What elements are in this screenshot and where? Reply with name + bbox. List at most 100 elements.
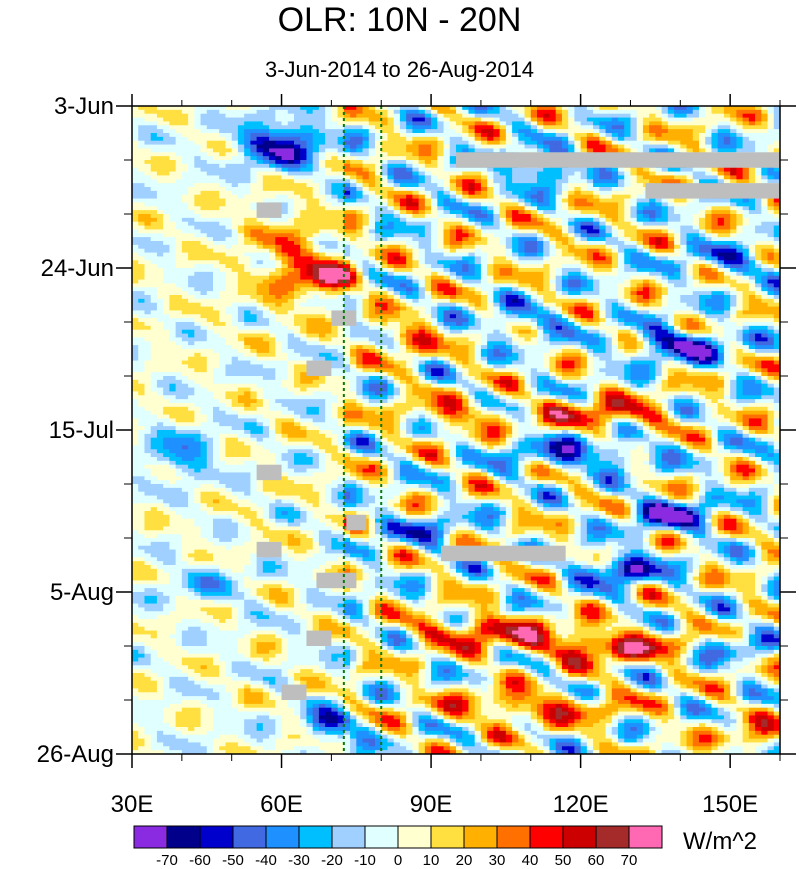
field-cell [188, 283, 195, 288]
field-cell [150, 221, 158, 227]
field-cell [188, 140, 195, 146]
field-cell [132, 202, 139, 207]
field-cell [206, 152, 214, 157]
field-cell [605, 233, 613, 238]
field-cell [630, 210, 638, 215]
field-cell [711, 148, 719, 153]
field-cell [480, 233, 488, 238]
field-cell [250, 148, 258, 153]
field-cell [406, 109, 413, 115]
field-cell [480, 241, 488, 246]
field-cell [717, 256, 725, 261]
field-cell [387, 237, 395, 242]
field-cell [748, 117, 756, 123]
field-cell [655, 221, 663, 227]
field-cell [237, 268, 245, 273]
field-cell [655, 256, 663, 261]
field-cell [711, 256, 719, 261]
field-cell [356, 148, 364, 153]
field-cell [300, 148, 308, 153]
field-cell [630, 144, 638, 150]
field-cell [624, 175, 632, 180]
field-cell [518, 117, 526, 123]
field-cell [244, 125, 251, 130]
field-cell [306, 260, 314, 265]
field-cell [518, 248, 526, 254]
field-cell [574, 125, 582, 130]
field-cell [611, 287, 619, 292]
field-cell [356, 229, 364, 234]
field-cell [219, 248, 227, 254]
field-cell [418, 113, 426, 119]
field-cell [300, 206, 308, 211]
field-cell [649, 106, 656, 111]
field-cell [337, 256, 345, 261]
field-cell [530, 167, 538, 173]
field-cell [717, 241, 725, 246]
field-cell [655, 268, 663, 273]
field-cell [736, 279, 744, 285]
field-cell [244, 175, 251, 180]
field-cell [406, 198, 413, 204]
field-cell [318, 221, 326, 227]
field-cell [175, 136, 183, 142]
field-cell [431, 256, 438, 261]
field-cell [599, 202, 607, 207]
field-cell [692, 202, 700, 207]
field-cell [294, 271, 301, 277]
field-cell [225, 229, 233, 234]
field-cell [530, 144, 538, 150]
field-cell [549, 210, 557, 215]
field-cell [456, 252, 463, 258]
field-cell [250, 190, 258, 196]
field-cell [406, 287, 413, 292]
field-cell [462, 136, 470, 142]
field-cell [605, 202, 613, 207]
field-cell [530, 190, 538, 196]
field-cell [580, 206, 588, 211]
field-cell [138, 148, 146, 153]
field-cell [456, 217, 463, 223]
field-cell [312, 198, 320, 204]
field-cell [586, 244, 594, 250]
field-cell [549, 202, 557, 207]
field-cell [375, 206, 382, 211]
field-cell [655, 271, 663, 277]
field-cell [156, 271, 164, 277]
field-cell [418, 206, 426, 211]
field-cell [387, 248, 395, 254]
field-cell [318, 117, 326, 123]
field-cell [287, 248, 295, 254]
field-cell [431, 252, 438, 258]
field-cell [231, 190, 239, 196]
field-cell [755, 179, 762, 184]
field-cell [593, 183, 600, 188]
field-cell [387, 283, 395, 288]
field-cell [686, 198, 694, 204]
field-cell [244, 264, 251, 269]
field-cell [237, 287, 245, 292]
field-cell [537, 117, 544, 123]
field-cell [723, 275, 731, 281]
field-cell [767, 109, 775, 115]
field-cell [138, 117, 146, 123]
field-cell [275, 264, 283, 269]
field-cell [593, 202, 600, 207]
field-cell [138, 133, 146, 138]
field-cell [699, 268, 706, 273]
field-cell [387, 179, 395, 184]
field-cell [381, 198, 389, 204]
field-cell [412, 225, 420, 231]
field-cell [474, 167, 482, 173]
field-cell [356, 129, 364, 134]
field-cell [200, 156, 208, 161]
field-cell [318, 183, 326, 188]
field-cell [530, 229, 538, 234]
field-cell [250, 144, 258, 150]
field-cell [443, 129, 451, 134]
field-cell [667, 287, 675, 292]
field-cell [462, 241, 470, 246]
field-cell [705, 221, 713, 227]
field-cell [462, 221, 470, 227]
field-cell [561, 279, 569, 285]
